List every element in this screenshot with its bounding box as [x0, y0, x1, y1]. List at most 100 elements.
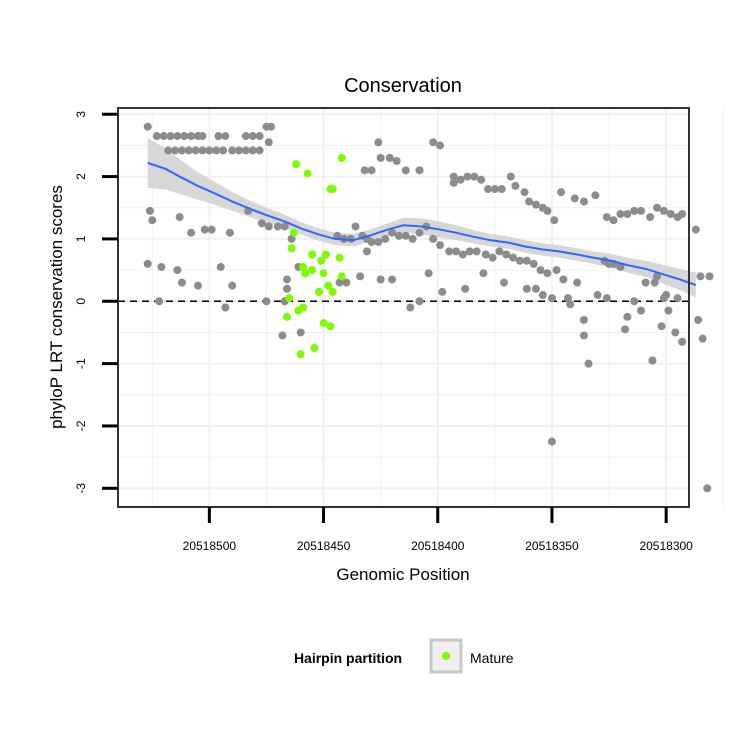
other-point	[173, 132, 182, 141]
x-tick-label: 20518500	[183, 539, 237, 553]
other-point	[703, 484, 712, 493]
other-point	[547, 437, 556, 446]
other-point	[374, 238, 383, 247]
y-tick-label: 3	[74, 111, 88, 118]
other-point	[228, 281, 237, 290]
other-point	[525, 197, 534, 206]
legend-label-mature: Mature	[470, 650, 514, 666]
other-point	[381, 234, 390, 243]
other-point	[415, 228, 424, 237]
other-point	[477, 175, 486, 184]
mature-point	[310, 344, 319, 353]
other-point	[449, 178, 458, 187]
other-point	[650, 278, 659, 287]
other-point	[465, 247, 474, 256]
other-point	[531, 200, 540, 209]
other-point	[255, 146, 264, 155]
other-point	[509, 253, 518, 262]
other-point	[177, 146, 186, 155]
other-point	[584, 359, 593, 368]
other-point	[579, 331, 588, 340]
other-point	[159, 132, 168, 141]
other-point	[678, 337, 687, 346]
mature-point	[328, 287, 337, 296]
other-point	[191, 146, 200, 155]
other-point	[616, 209, 625, 218]
other-point	[198, 146, 207, 155]
other-point	[143, 122, 152, 131]
other-point	[449, 172, 458, 181]
other-point	[200, 225, 209, 234]
other-point	[461, 284, 470, 293]
other-point	[415, 166, 424, 175]
other-point	[248, 132, 257, 141]
other-point	[385, 153, 394, 162]
y-axis-ticks: 3 2 1 0 -1 -2 -3	[74, 111, 118, 494]
other-point	[198, 132, 207, 141]
other-point	[187, 228, 196, 237]
mature-point	[287, 244, 296, 253]
mature-point	[317, 256, 326, 265]
other-point	[550, 216, 559, 225]
other-point	[360, 166, 369, 175]
mature-point	[314, 287, 323, 296]
other-point	[388, 228, 397, 237]
y-tick-label: -3	[74, 483, 88, 494]
other-point	[659, 294, 668, 303]
legend-key-dot	[442, 652, 450, 660]
other-point	[262, 297, 271, 306]
other-point	[696, 272, 705, 281]
other-point	[659, 206, 668, 215]
other-point	[173, 266, 182, 275]
other-point	[157, 262, 166, 271]
other-point	[367, 238, 376, 247]
other-point	[641, 278, 650, 287]
other-point	[452, 247, 461, 256]
other-point	[145, 206, 154, 215]
other-point	[484, 185, 493, 194]
other-point	[429, 234, 438, 243]
mature-point	[292, 160, 301, 169]
other-point	[591, 191, 600, 200]
mature-point	[337, 153, 346, 162]
confidence-ribbon	[147, 137, 696, 298]
mature-point	[299, 262, 308, 271]
other-point	[646, 213, 655, 222]
other-point	[351, 222, 360, 231]
other-point	[630, 297, 639, 306]
y-tick-label: 1	[74, 235, 88, 242]
other-point	[283, 284, 292, 293]
other-point	[193, 281, 202, 290]
other-point	[264, 138, 273, 147]
other-point	[408, 234, 417, 243]
other-point	[374, 138, 383, 147]
other-point	[552, 266, 561, 275]
other-point	[219, 146, 228, 155]
other-point	[470, 172, 479, 181]
grid	[118, 108, 724, 507]
mature-point	[335, 253, 344, 262]
other-point	[673, 294, 682, 303]
mature-point	[326, 322, 335, 331]
other-point	[445, 247, 454, 256]
mature-point	[326, 185, 335, 194]
x-tick-label: 20518300	[639, 539, 693, 553]
other-point	[257, 219, 266, 228]
other-point	[235, 146, 244, 155]
y-tick-label: -1	[74, 358, 88, 369]
mature-point	[319, 319, 328, 328]
other-point	[497, 185, 506, 194]
chart-title: Conservation	[344, 75, 462, 97]
other-point	[563, 294, 572, 303]
other-point	[241, 146, 250, 155]
other-point	[490, 185, 499, 194]
other-point	[637, 306, 646, 315]
other-point	[543, 206, 552, 215]
other-point	[392, 156, 401, 165]
other-point	[506, 172, 515, 181]
other-point	[653, 272, 662, 281]
mature-point	[296, 350, 305, 359]
other-point	[463, 172, 472, 181]
other-point	[529, 259, 538, 268]
